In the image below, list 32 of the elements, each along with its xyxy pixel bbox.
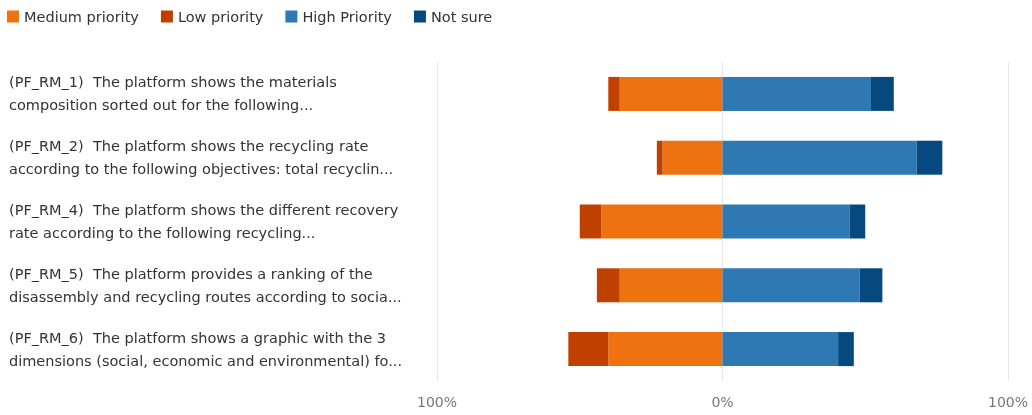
x-tick-label: 0% (711, 394, 734, 410)
bar (608, 76, 620, 111)
bar (722, 76, 871, 111)
bar (722, 140, 917, 175)
bar (596, 268, 620, 303)
bar (608, 332, 723, 367)
x-tick-label: 100% (416, 394, 458, 410)
legend-label: Low priority (177, 8, 264, 25)
legend-label: High Priority (302, 8, 393, 25)
bar (619, 76, 723, 111)
bar (568, 332, 609, 367)
bar (656, 140, 663, 175)
bar (722, 204, 850, 239)
legend-label: Not sure (430, 8, 493, 25)
bar (859, 268, 883, 303)
y-tick-label: (PF_RM_4) The platform shows the different recovery rate according to the following recycling... (9, 202, 404, 241)
x-tick-label: 100% (987, 394, 1029, 410)
y-tick-label: (PF_RM_2) The platform shows the recycling rate according to the following objectives: total recyclin... (9, 138, 394, 178)
bar (619, 268, 723, 303)
bar (579, 204, 602, 239)
y-tick-label: (PF_RM_6) The platform shows a graphic with the 3 dimensions (social, economic and environmental) fo... (9, 329, 403, 369)
bar (601, 204, 723, 239)
y-tick-label: (PF_RM_5) The platform provides a ranking of the disassembly and recycling routes according to socia... (9, 265, 402, 305)
bar (849, 204, 866, 239)
bar (722, 332, 839, 367)
bar (916, 140, 943, 175)
legend-label: Medium priority (24, 8, 140, 25)
bar (870, 76, 894, 111)
bar (662, 140, 723, 175)
y-tick-label: (PF_RM_1) The platform shows the materials composition sorted out for the following... (9, 74, 342, 114)
bar (722, 268, 860, 303)
bar (838, 332, 854, 367)
